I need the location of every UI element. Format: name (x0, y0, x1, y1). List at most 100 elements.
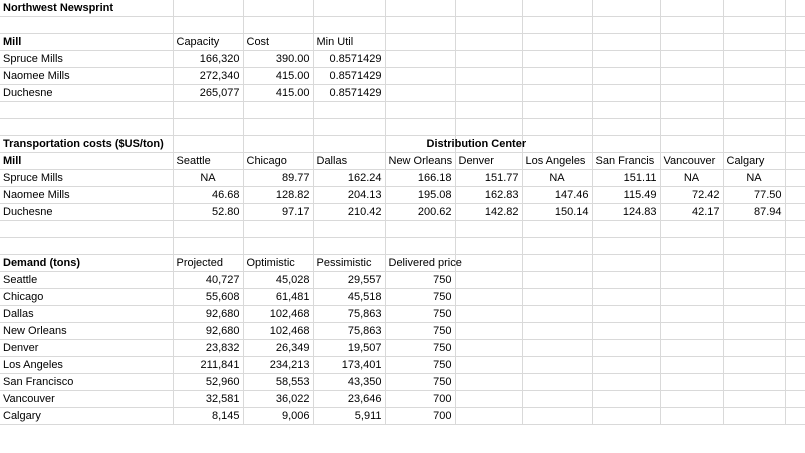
sheet-row: Duchesne 265,077 415.00 0.8571429 (0, 84, 805, 102)
cell: 195.08 (384, 186, 456, 204)
cell: 32,581 (172, 390, 244, 408)
cell (659, 305, 724, 323)
cell-text: 210.42 (347, 206, 382, 218)
cell: 75,863 (312, 305, 386, 323)
cell-text: 750 (433, 274, 452, 286)
cell (722, 390, 786, 408)
cell-text: 166.18 (417, 172, 452, 184)
cell: Demand (tons) (0, 254, 174, 272)
cell (784, 169, 805, 187)
cell (722, 220, 786, 238)
cell: 92,680 (172, 322, 244, 340)
cell: Distribution Center (384, 135, 526, 153)
cell (591, 0, 661, 17)
cell: Northwest Newsprint (0, 0, 174, 17)
cell: Spruce Mills (0, 50, 174, 68)
cell (312, 237, 386, 255)
cell: 26,349 (242, 339, 314, 357)
cell (0, 118, 174, 136)
cell-text: 75,863 (347, 325, 382, 337)
cell (722, 356, 786, 374)
cell (784, 203, 805, 221)
cell: Denver (0, 339, 174, 357)
cell-text: NA (683, 172, 700, 184)
sheet-row: Transportation costs ($US/ton) Distributi… (0, 135, 805, 153)
cell (454, 50, 523, 68)
cell: 200.62 (384, 203, 456, 221)
cell-text: 265,077 (199, 87, 240, 99)
cell (591, 220, 661, 238)
cell (312, 220, 386, 238)
sheet-row: Los Angeles 211,841 234,213 173,401 750 (0, 356, 805, 374)
cell (521, 50, 593, 68)
cell (784, 50, 805, 68)
sheet-row: Dallas 92,680 102,468 75,863 750 (0, 305, 805, 323)
cell (384, 84, 456, 102)
cell (659, 254, 724, 272)
cell (659, 390, 724, 408)
cell (784, 254, 805, 272)
cell (784, 356, 805, 374)
cell-text: 87.94 (753, 206, 782, 218)
sheet-row (0, 237, 805, 255)
cell-text: Projected (176, 257, 223, 269)
cell (784, 135, 805, 153)
cell: 211,841 (172, 356, 244, 374)
cell: Dallas (312, 152, 386, 170)
cell: 210.42 (312, 203, 386, 221)
cell: 234,213 (242, 356, 314, 374)
cell (591, 288, 661, 306)
sheet-row (0, 220, 805, 238)
cell: 750 (384, 356, 456, 374)
cell: 166.18 (384, 169, 456, 187)
cell-text: 32,581 (205, 393, 240, 405)
cell (659, 101, 724, 119)
cell: Capacity (172, 33, 244, 51)
cell-text: 415.00 (275, 70, 310, 82)
sheet-row: Demand (tons) Projected Optimistic Pessimis… (0, 254, 805, 272)
cell-text: 72.42 (691, 189, 720, 201)
cell (242, 118, 314, 136)
cell (384, 237, 456, 255)
cell (172, 0, 244, 17)
cell: Naomee Mills (0, 67, 174, 85)
cell (312, 135, 386, 153)
cell-text: 77.50 (753, 189, 782, 201)
cell-text: 97.17 (281, 206, 310, 218)
cell (722, 237, 786, 255)
cell: 75,863 (312, 322, 386, 340)
cell (722, 0, 786, 17)
cell: NA (521, 169, 593, 187)
cell: 29,557 (312, 271, 386, 289)
cell: NA (722, 169, 786, 187)
cell: 151.11 (591, 169, 661, 187)
cell-text: Los Angeles (3, 359, 63, 371)
cell (591, 305, 661, 323)
cell-text: 142.82 (484, 206, 519, 218)
sheet-row: Mill Capacity Cost Min Util (0, 33, 805, 51)
cell: 46.68 (172, 186, 244, 204)
cell: Los Angeles (0, 356, 174, 374)
cell: 151.77 (454, 169, 523, 187)
cell (521, 305, 593, 323)
cell-text: 162.83 (484, 189, 519, 201)
cell: 750 (384, 373, 456, 391)
cell (384, 50, 456, 68)
cell: New Orleans (384, 152, 456, 170)
cell: 45,028 (242, 271, 314, 289)
cell-text: 26,349 (275, 342, 310, 354)
cell (521, 33, 593, 51)
cell-text: 43,350 (347, 376, 382, 388)
cell (454, 373, 523, 391)
cell (454, 305, 523, 323)
cell (591, 67, 661, 85)
cell (454, 390, 523, 408)
cell (454, 33, 523, 51)
cell (454, 288, 523, 306)
cell (722, 16, 786, 34)
cell: 272,340 (172, 67, 244, 85)
cell: 9,006 (242, 407, 314, 425)
cell-text: 0.8571429 (329, 70, 382, 82)
cell: 8,145 (172, 407, 244, 425)
cell (0, 101, 174, 119)
